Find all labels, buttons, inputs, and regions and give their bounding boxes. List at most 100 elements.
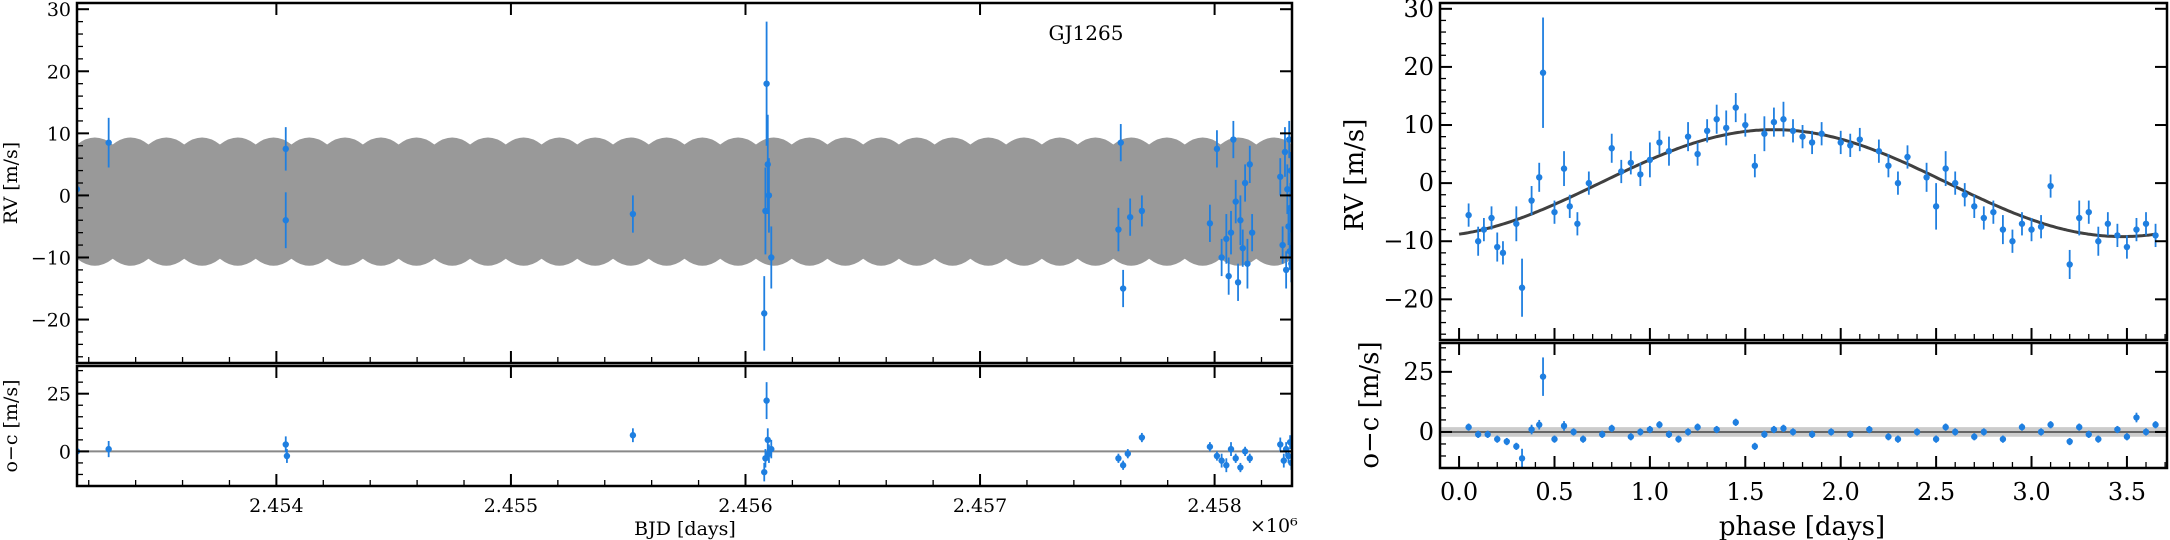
data-point: [1675, 435, 1682, 443]
data-point: [2037, 223, 2045, 230]
y-tick-label: 0: [59, 441, 71, 463]
data-point: [1866, 426, 1873, 433]
x-tick-label: 2.0: [1822, 478, 1860, 506]
data-point: [1117, 139, 1124, 146]
data-point: [1488, 214, 1495, 222]
y-tick-label: −20: [31, 310, 71, 332]
data-point: [282, 217, 289, 224]
y-tick-label: 0: [1419, 418, 1434, 446]
data-point: [1694, 423, 1701, 431]
ticks: −20 −10 0 10 20 30: [1383, 0, 2167, 340]
data-point: [1770, 118, 1778, 126]
y-axis-label: RV [m/s]: [0, 142, 22, 224]
data-point: [2037, 428, 2045, 436]
data-point: [1637, 171, 1644, 178]
data-point: [2047, 421, 2054, 428]
data-point: [768, 445, 775, 453]
data-point: [1138, 207, 1146, 215]
data-point: [1751, 162, 1759, 169]
data-point: [105, 139, 112, 146]
data-point: [1932, 435, 1940, 443]
data-point: [1999, 435, 2007, 443]
data-point: [1115, 226, 1122, 233]
y-tick-label: 10: [47, 123, 71, 145]
data-point: [2095, 435, 2102, 443]
model-band: [77, 137, 1292, 266]
data-point: [1277, 441, 1284, 448]
data-point: [1480, 226, 1488, 233]
x-tick-label: 1.0: [1631, 478, 1669, 506]
plot-title: GJ1265: [1049, 21, 1124, 45]
data-point: [1286, 438, 1292, 446]
data-point: [1875, 147, 1883, 155]
data-point: [2133, 226, 2140, 233]
data-point: [1232, 455, 1239, 462]
data-point: [629, 432, 637, 439]
data-point: [1218, 457, 1225, 464]
plot-frame: [75, 364, 1294, 488]
data-point: [1608, 425, 1615, 432]
data-point: [1627, 159, 1635, 166]
ticks: 0 25 0.0 0.5 1.0 1.5 2.0 2.5 3.0 3.5: [1403, 343, 2167, 506]
data-point: [1499, 249, 1507, 257]
data-point: [1894, 179, 1902, 187]
x-tick-label: 0.0: [1440, 478, 1478, 506]
data-point: [1732, 419, 1739, 426]
data-point: [1518, 284, 1526, 291]
data-point: [2123, 433, 2131, 440]
rv-points-time: [77, 21, 1292, 351]
data-point: [1213, 452, 1221, 460]
x-tick-label: 1.5: [1726, 478, 1764, 506]
data-point: [1513, 220, 1520, 227]
data-point: [1528, 426, 1535, 433]
data-point: [2114, 426, 2121, 433]
data-point: [2018, 423, 2026, 431]
data-point: [1119, 285, 1127, 292]
data-point: [1465, 211, 1472, 219]
data-point: [2114, 232, 2121, 239]
data-point: [763, 80, 770, 87]
data-point: [2009, 238, 2016, 245]
data-point: [1951, 179, 1959, 187]
data-point: [2047, 182, 2054, 190]
data-point: [1913, 428, 1921, 436]
data-point: [2123, 243, 2131, 251]
data-point: [1585, 179, 1593, 187]
data-point: [1570, 428, 1577, 436]
data-point: [1232, 198, 1239, 205]
data-point: [1742, 121, 1749, 129]
data-point: [1618, 168, 1625, 175]
x-tick-label: 3.0: [2012, 478, 2050, 506]
data-point: [1248, 229, 1256, 236]
y-tick-label: 30: [1403, 0, 1434, 23]
data-point: [1237, 464, 1244, 471]
ticks: 0 25 2.454 2.455 2.456 2.457 2.458: [47, 366, 1292, 517]
data-point: [1808, 139, 1816, 146]
panel-time-rv: −20 −10 0 10 20 30 GJ1265 RV [m/s]: [0, 0, 1294, 365]
data-point: [105, 445, 112, 453]
x-tick-label: 0.5: [1535, 478, 1573, 506]
data-point: [2152, 421, 2159, 428]
data-point: [1244, 260, 1251, 267]
data-point: [1246, 455, 1253, 462]
y-tick-label: 25: [47, 384, 71, 406]
data-point: [1980, 214, 1988, 222]
data-point: [1241, 179, 1249, 187]
data-point: [1761, 130, 1768, 137]
data-point: [1684, 133, 1692, 140]
data-point: [1536, 174, 1543, 181]
data-point: [1223, 235, 1230, 243]
data-point: [1124, 450, 1132, 457]
data-point: [2028, 226, 2035, 233]
y-axis-label: RV [m/s]: [1340, 119, 1370, 232]
data-point: [1119, 462, 1127, 469]
data-point: [1694, 150, 1701, 158]
y-axis-label: o−c [m/s]: [0, 379, 22, 472]
y-tick-label: 30: [47, 0, 71, 21]
data-point: [1230, 136, 1237, 143]
data-point: [1551, 435, 1558, 443]
data-point: [1608, 145, 1615, 152]
data-point: [1206, 220, 1214, 227]
data-point: [629, 210, 637, 218]
